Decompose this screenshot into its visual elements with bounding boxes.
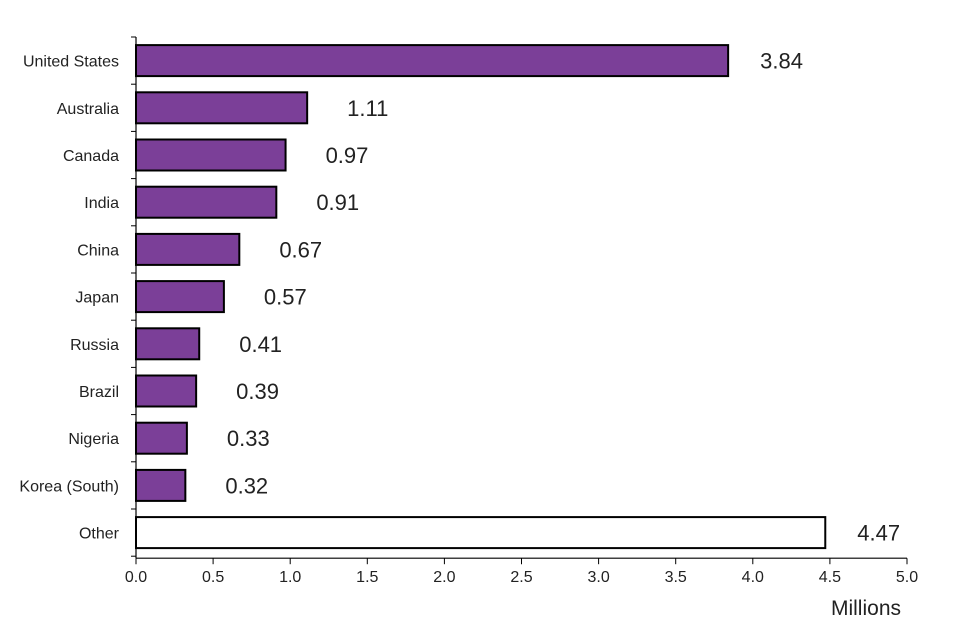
bar-korea-south bbox=[135, 468, 187, 502]
x-tick-label: 1.0 bbox=[279, 569, 301, 586]
category-label-india: India bbox=[84, 195, 119, 212]
bar-china bbox=[135, 232, 241, 266]
x-tick-label: 5.0 bbox=[896, 569, 918, 586]
x-tick-label: 2.0 bbox=[433, 569, 455, 586]
data-label-canada: 0.97 bbox=[326, 143, 369, 168]
category-label-china: China bbox=[77, 242, 119, 259]
x-axis-title: Millions bbox=[831, 597, 901, 620]
data-label-australia: 1.11 bbox=[347, 96, 388, 121]
axes-group bbox=[131, 36, 908, 565]
x-tick-label: 1.5 bbox=[356, 569, 378, 586]
data-label-other: 4.47 bbox=[857, 521, 900, 546]
data-label-nigeria: 0.33 bbox=[227, 426, 270, 451]
x-tick-label: 0.5 bbox=[202, 569, 224, 586]
data-label-united-states: 3.84 bbox=[760, 49, 803, 74]
data-label-china: 0.67 bbox=[279, 237, 322, 262]
labels-group: United States 3.84 Australia 1.11 Canada 0.97… bbox=[19, 49, 918, 587]
category-label-canada: Canada bbox=[63, 148, 119, 165]
category-label-brazil: Brazil bbox=[79, 384, 119, 401]
bar-nigeria bbox=[135, 421, 188, 455]
bar-brazil bbox=[135, 374, 198, 408]
data-label-india: 0.91 bbox=[316, 190, 359, 215]
category-label-australia: Australia bbox=[57, 101, 119, 118]
category-label-other: Other bbox=[79, 526, 120, 543]
x-tick-label: 2.5 bbox=[510, 569, 532, 586]
data-label-russia: 0.41 bbox=[239, 332, 282, 357]
category-label-nigeria: Nigeria bbox=[68, 431, 119, 448]
bar-canada bbox=[135, 138, 287, 172]
bars-group bbox=[135, 44, 827, 550]
x-tick-label: 3.5 bbox=[665, 569, 687, 586]
data-label-japan: 0.57 bbox=[264, 285, 307, 310]
bar-united-states bbox=[135, 44, 730, 78]
category-label-japan: Japan bbox=[75, 290, 119, 307]
category-label-united-states: United States bbox=[23, 54, 119, 71]
data-label-korea-south: 0.32 bbox=[225, 473, 268, 498]
data-label-brazil: 0.39 bbox=[236, 379, 279, 404]
x-tick-label: 4.5 bbox=[819, 569, 841, 586]
bar-australia bbox=[135, 91, 309, 125]
x-tick-label: 4.0 bbox=[742, 569, 764, 586]
bar-india bbox=[135, 185, 278, 219]
category-label-korea-south: Korea (South) bbox=[19, 478, 119, 495]
bar-russia bbox=[135, 327, 201, 361]
x-tick-label: 0.0 bbox=[125, 569, 147, 586]
bar-japan bbox=[135, 280, 225, 314]
x-tick-label: 3.0 bbox=[587, 569, 609, 586]
category-label-russia: Russia bbox=[70, 337, 119, 354]
bar-other bbox=[135, 516, 827, 550]
